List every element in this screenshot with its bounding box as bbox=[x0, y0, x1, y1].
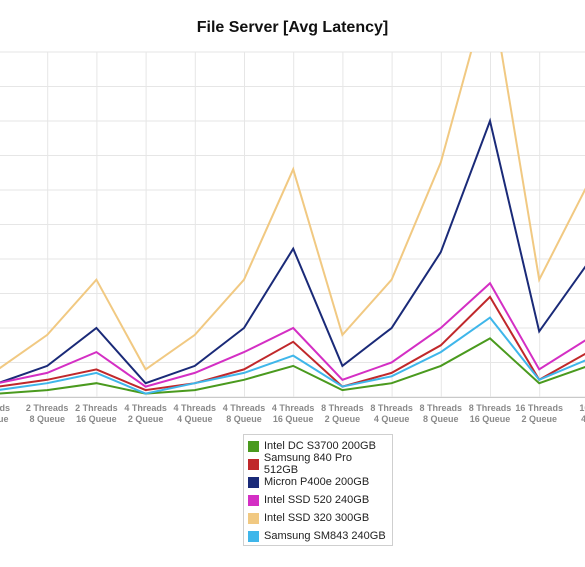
x-tick-label: 16 T bbox=[579, 403, 585, 413]
legend-item: Samsung 840 Pro 512GB bbox=[248, 452, 388, 476]
legend-swatch bbox=[248, 458, 259, 470]
legend-item: Intel SSD 320 300GB bbox=[248, 509, 388, 527]
x-tick-label: 16 Queue bbox=[470, 414, 511, 424]
x-tick-label: 2 Queue bbox=[128, 414, 164, 424]
x-tick-label: 8 Queue bbox=[29, 414, 65, 424]
legend-swatch bbox=[248, 476, 259, 488]
x-tick-label: 4 Threads bbox=[272, 403, 315, 413]
series-line-samsung-sm843-240gb bbox=[0, 316, 585, 395]
x-tick-label: 4 Q bbox=[581, 414, 585, 424]
legend-swatch bbox=[248, 530, 259, 542]
x-tick-label: 16 Queue bbox=[76, 414, 117, 424]
series-group bbox=[0, 52, 585, 395]
chart-title: File Server [Avg Latency] bbox=[196, 19, 389, 36]
series-line-samsung-840-pro-512gb bbox=[0, 295, 585, 392]
legend-label: Micron P400e 200GB bbox=[264, 476, 370, 488]
legend-item: Intel SSD 520 240GB bbox=[248, 491, 388, 509]
legend-item: Samsung SM843 240GB bbox=[248, 527, 388, 545]
x-tick-label: 8 Queue bbox=[226, 414, 262, 424]
x-tick-label: 4 Queue bbox=[177, 414, 213, 424]
legend-swatch bbox=[248, 512, 259, 524]
legend-label: Intel DC S3700 200GB bbox=[264, 440, 376, 452]
x-tick-label: 2 Threads bbox=[75, 403, 118, 413]
x-tick-label: 16 Queue bbox=[273, 414, 314, 424]
x-tick-label: 4 Threads bbox=[174, 403, 217, 413]
chart-legend: Intel DC S3700 200GB Samsung 840 Pro 512G… bbox=[243, 434, 393, 546]
series-line-intel-dc-s3700-200gb bbox=[0, 337, 585, 395]
x-tick-label: reads bbox=[0, 403, 10, 413]
legend-swatch bbox=[248, 440, 259, 452]
x-tick-label: 8 Threads bbox=[469, 403, 512, 413]
x-tick-label: 8 Threads bbox=[420, 403, 463, 413]
legend-label: Intel SSD 320 300GB bbox=[264, 512, 370, 524]
x-tick-label: ueue bbox=[0, 414, 9, 424]
series-line-micron-p400e-200gb bbox=[0, 117, 585, 385]
legend-label: Samsung 840 Pro 512GB bbox=[263, 452, 352, 476]
x-tick-label: 4 Threads bbox=[223, 403, 266, 413]
legend-label: Intel SSD 520 240GB bbox=[264, 494, 370, 506]
x-tick-label: 8 Threads bbox=[321, 403, 364, 413]
x-tick-label: 4 Threads bbox=[124, 403, 167, 413]
legend-swatch bbox=[248, 494, 259, 506]
series-line-intel-ssd-520-240gb bbox=[0, 281, 585, 388]
legend-item: Intel DC S3700 200GB bbox=[248, 437, 388, 455]
x-tick-label: 2 Queue bbox=[521, 414, 557, 424]
x-tick-label: 4 Queue bbox=[374, 414, 410, 424]
x-tick-label: 2 Threads bbox=[26, 403, 69, 413]
legend-label: Samsung SM843 240GB bbox=[264, 530, 386, 542]
legend-item: Micron P400e 200GB bbox=[248, 473, 388, 491]
x-tick-label: 8 Queue bbox=[423, 414, 459, 424]
series-line-intel-ssd-320-300gb bbox=[0, 52, 585, 371]
x-tick-label: 8 Threads bbox=[370, 403, 413, 413]
x-tick-label: 2 Queue bbox=[325, 414, 361, 424]
x-tick-label: 16 Threads bbox=[515, 403, 563, 413]
